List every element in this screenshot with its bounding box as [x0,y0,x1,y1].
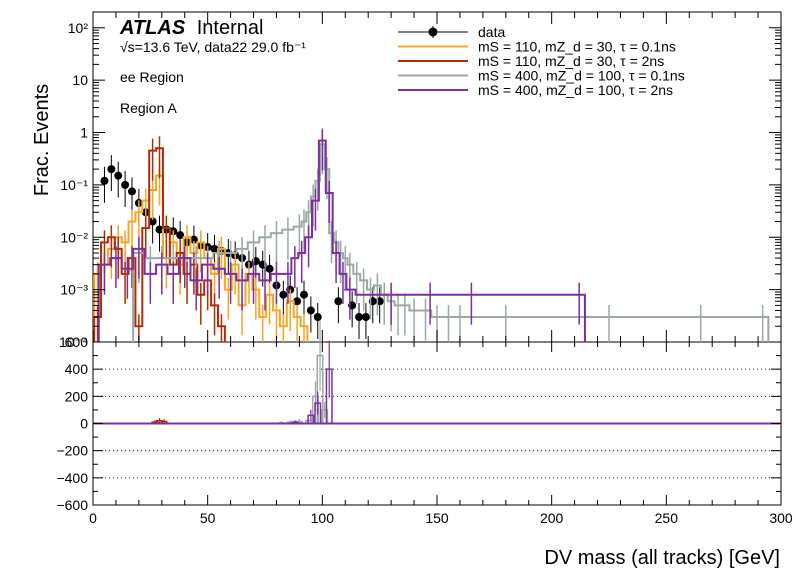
legend-marker [428,27,438,37]
atlas-label: ATLAS Internal [119,17,263,39]
data-point [355,313,364,322]
data-point [299,290,308,299]
data-point [279,290,288,299]
ratio-y-tick-label: 400 [65,361,89,377]
y-tick-label: 10⁻³ [60,282,88,298]
data-point [306,306,315,315]
histogram-step-4 [97,139,586,342]
x-tick-label: 300 [769,510,793,526]
data-point [293,297,302,306]
data-point [313,313,322,322]
data-point [148,217,157,226]
x-tick-label: 150 [425,510,449,526]
energy-label: √s=13.6 TeV, data22 29.0 fb⁻¹ [120,39,306,55]
region-label-a: Region A [120,100,177,116]
data-point [265,264,274,273]
atlas-experiment: ATLAS [119,17,186,39]
data-point [210,244,219,253]
y-tick-label: 10² [68,20,89,36]
y-axis-label: Frac. Events [31,84,53,196]
ratio-y-tick-label: −200 [56,443,88,459]
ratio-y-tick-label: −400 [56,470,88,486]
legend-label-1: mS = 110, mZ_d = 30, τ = 0.1ns [478,39,676,55]
ratio-y-tick-label: 600 [65,334,89,350]
y-tick-label: 10⁻¹ [60,177,88,193]
data-point [155,225,164,234]
ratio-y-tick-label: 0 [80,416,88,432]
x-tick-label: 50 [200,510,216,526]
y-tick-label: 1 [80,125,88,141]
ratio-axis-ticks: 0 50 100 150 200 250 300 −600 −400 −200 0 200 400 600 [56,334,792,526]
data-point [334,297,343,306]
data-point [107,165,116,174]
y-tick-label: 10 [72,72,88,88]
x-tick-label: 200 [540,510,564,526]
atlas-status: Internal [197,17,264,39]
x-tick-label: 250 [655,510,679,526]
legend-label-2: mS = 110, mZ_d = 30, τ = 2ns [478,53,664,69]
main-axis-ticks: 10⁻⁴ 10⁻³ 10⁻² 10⁻¹ 1 10 10² [59,12,782,350]
ratio-series-group [93,320,781,425]
main-series-group [93,128,770,342]
ratio-y-tick-label: −600 [56,497,88,513]
data-point [100,176,109,185]
y-tick-label: 10⁻⁴ [59,334,88,350]
x-tick-label: 0 [89,510,97,526]
data-point [114,171,123,180]
region-label-ee: ee Region [120,69,184,85]
legend-label-3: mS = 400, mZ_d = 100, τ = 0.1ns [478,68,685,84]
legend-label-4: mS = 400, mZ_d = 100, τ = 2ns [478,82,673,98]
data-point [121,180,130,189]
legend-label-0: data [478,24,505,40]
y-tick-label: 10⁻² [60,229,88,245]
x-tick-label: 100 [311,510,335,526]
data-point [176,231,185,240]
data-point [127,187,136,196]
ratio-y-tick-label: 200 [65,388,89,404]
x-axis-label: DV mass (all tracks) [GeV] [544,547,780,569]
data-point [189,235,198,244]
data-point [361,313,370,322]
